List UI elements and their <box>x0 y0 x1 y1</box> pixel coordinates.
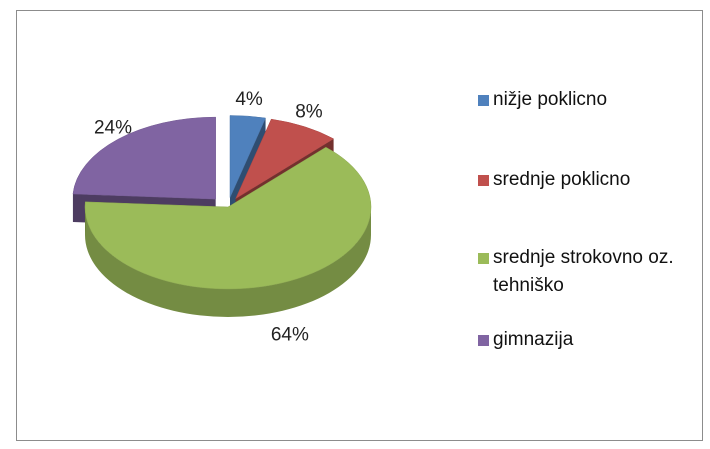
legend-item: gimnazija <box>478 326 693 354</box>
pie-slice <box>229 115 266 198</box>
legend-swatch <box>478 175 489 186</box>
legend-label: nižje poklicno <box>493 89 608 110</box>
legend-swatch <box>478 95 489 106</box>
pie-side <box>85 207 371 317</box>
data-label: 4% <box>235 89 263 110</box>
data-label: 8% <box>295 101 323 122</box>
legend-item: srednje poklicno <box>478 166 693 194</box>
legend-label: gimnazija <box>493 329 574 350</box>
legend: nižje poklicno srednje poklicno srednje st… <box>478 86 693 354</box>
legend-item: srednje strokovno oz. tehniško <box>478 244 693 300</box>
pie-slice <box>72 116 216 200</box>
data-label: 24% <box>94 117 132 138</box>
data-label: 64% <box>271 324 309 345</box>
pie-slice <box>84 146 372 290</box>
legend-swatch <box>478 253 489 264</box>
chart-border <box>16 10 703 441</box>
legend-item: nižje poklicno <box>478 86 693 114</box>
legend-label: srednje strokovno oz. tehniško <box>493 247 674 296</box>
pie-slice <box>235 118 335 200</box>
legend-swatch <box>478 335 489 346</box>
legend-label: srednje poklicno <box>493 169 631 190</box>
